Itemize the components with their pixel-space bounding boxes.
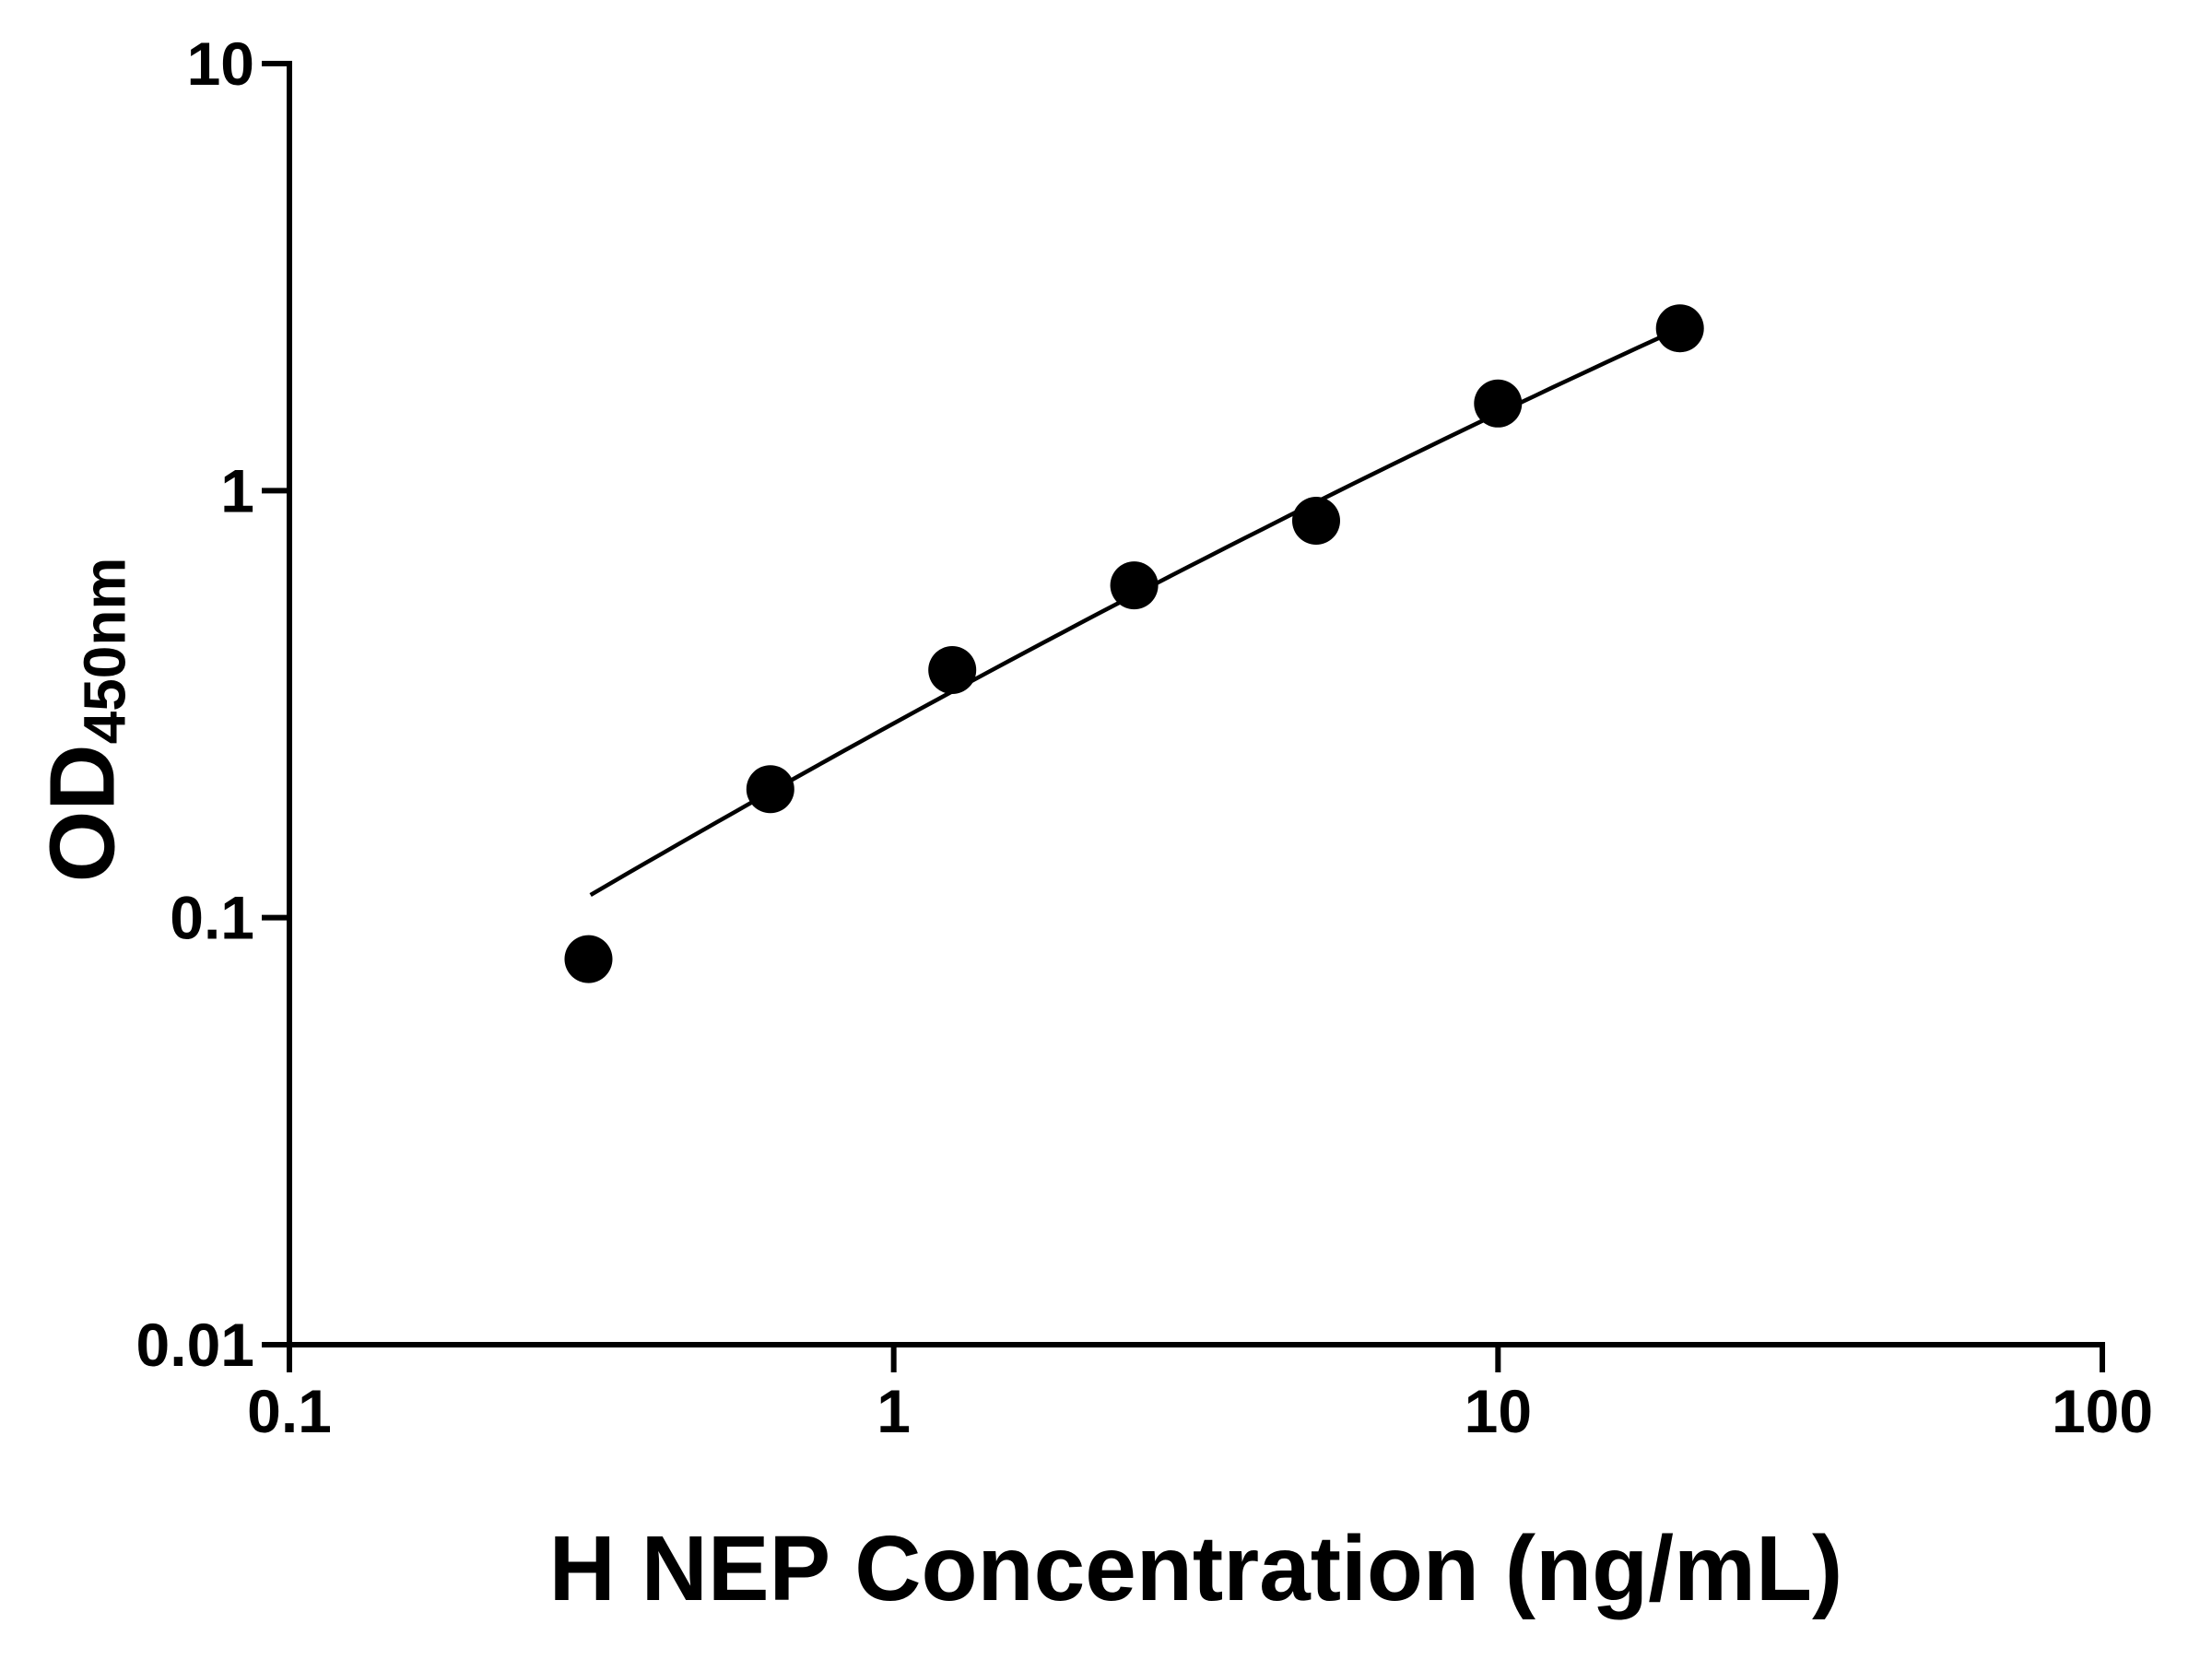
data-point <box>746 765 794 814</box>
x-tick-label: 100 <box>2052 1377 2153 1445</box>
y-tick-label: 1 <box>220 456 254 524</box>
data-point <box>1474 379 1523 428</box>
data-point <box>1292 497 1340 545</box>
data-point <box>928 646 977 694</box>
x-tick-label: 0.1 <box>247 1377 332 1445</box>
y-axis-title-subscript: 450nm <box>71 557 138 745</box>
x-tick-label: 10 <box>1465 1377 1532 1445</box>
data-point <box>564 935 613 983</box>
data-point <box>1655 304 1704 353</box>
x-axis-title: H NEP Concentration (ng/mL) <box>548 1517 1843 1620</box>
x-tick-label: 1 <box>877 1377 911 1445</box>
y-axis-title: OD 450nm <box>30 557 138 883</box>
y-tick-label: 0.1 <box>170 884 254 952</box>
y-axis-title-main: OD <box>30 744 135 883</box>
axes-line <box>287 61 2105 1347</box>
data-point <box>1110 561 1159 610</box>
y-tick-label: 10 <box>187 29 254 98</box>
y-tick-label: 0.01 <box>136 1311 254 1379</box>
